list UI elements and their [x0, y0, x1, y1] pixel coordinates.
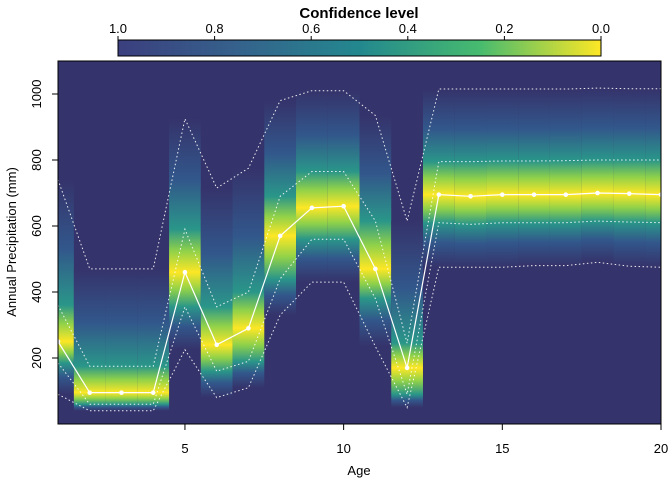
plot-area: [55, 60, 664, 425]
y-axis-title: Annual Precipitation (mm): [4, 167, 19, 317]
median-point: [404, 365, 410, 371]
median-point: [373, 266, 378, 272]
y-axis: 200 400 600 800 1000: [29, 80, 58, 369]
inner-lower-band: [57, 220, 662, 405]
y-tick-label: 200: [29, 347, 44, 369]
heatmap-column: [613, 88, 646, 267]
heatmap-column: [264, 100, 297, 316]
median-point: [595, 190, 600, 196]
x-tick-label: 15: [495, 441, 509, 456]
median-point: [119, 390, 124, 395]
x-axis-title: Age: [347, 463, 370, 478]
median-point: [531, 192, 537, 197]
heatmap-column: [422, 89, 455, 268]
median-line: [57, 192, 662, 394]
heatmap-column: [359, 115, 392, 347]
median-point: [468, 194, 473, 199]
heatmap-column: [232, 168, 265, 388]
legend-title: Confidence level: [299, 5, 418, 22]
legend-tick-label: 0.4: [399, 21, 417, 36]
median-point: [150, 390, 156, 395]
heatmap-column: [327, 90, 360, 283]
legend-colorbar: [117, 39, 602, 57]
median-point: [500, 192, 505, 197]
median-point: [182, 269, 188, 275]
legend-tick-label: 0.2: [495, 21, 513, 36]
heatmap-column: [58, 179, 74, 395]
confidence-columns: [58, 88, 661, 411]
heatmap-column: [549, 89, 582, 266]
legend-tick-label: 0.0: [592, 21, 610, 36]
legend-tick-label: 1.0: [109, 21, 127, 36]
x-tick-label: 10: [336, 441, 350, 456]
median-point: [626, 191, 632, 196]
y-tick-label: 1000: [29, 80, 44, 109]
heatmap-column: [200, 188, 233, 398]
legend-tick-label: 0.8: [206, 21, 224, 36]
median-point: [341, 203, 346, 209]
legend-ticks: 1.0 0.8 0.6 0.4 0.2 0.0: [109, 21, 610, 40]
heatmap-column: [645, 88, 661, 268]
median-point: [214, 342, 219, 348]
median-point: [87, 390, 93, 395]
heatmap-column: [137, 268, 170, 411]
x-tick-label: 20: [654, 441, 668, 456]
legend-tick-label: 0.6: [302, 21, 320, 36]
median-point: [563, 192, 569, 197]
y-tick-label: 600: [29, 215, 44, 237]
heatmap-column: [518, 89, 550, 266]
x-tick-label: 5: [181, 441, 188, 456]
heatmap-column: [391, 221, 423, 408]
heatmap-column: [296, 90, 328, 283]
heatmap-column: [581, 88, 614, 263]
heatmap-column: [454, 89, 487, 268]
median-line-group: [55, 190, 664, 395]
y-tick-label: 800: [29, 149, 44, 171]
median-point: [246, 326, 251, 331]
median-point: [436, 192, 442, 197]
x-axis: 5 10 15 20: [181, 423, 668, 456]
y-tick-label: 400: [29, 281, 44, 303]
outer-upper-band: [57, 87, 661, 270]
median-point: [309, 205, 315, 211]
heatmap-column: [486, 89, 519, 268]
heatmap-column: [105, 268, 138, 411]
confidence-bands: [57, 87, 662, 412]
heatmap-column: [73, 268, 106, 411]
median-point: [277, 233, 283, 239]
